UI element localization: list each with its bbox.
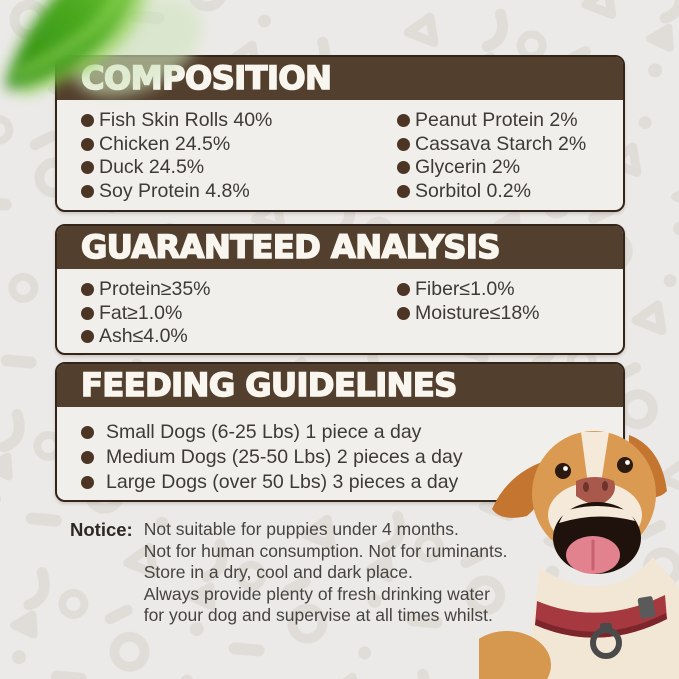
notice-line-text: Not for human consumption. Not for rumin… bbox=[143, 540, 508, 561]
notice-text: Not suitable for puppies under 4 months.… bbox=[144, 519, 508, 627]
analysis-list-right: Fiber≤1.0% Moisture≤18% bbox=[397, 278, 609, 349]
notice-line-text: Store in a dry, cool and dark place. bbox=[143, 562, 413, 582]
composition-card: COMPOSITION Fish Skin Rolls 40% Chicken 2… bbox=[55, 55, 625, 212]
item-text: Large Dogs (over 50 Lbs) 3 pieces a day bbox=[106, 471, 459, 493]
bullet-icon bbox=[81, 184, 94, 198]
item-text: Fat≥1.0% bbox=[99, 301, 183, 324]
analysis-item: Protein≥35% bbox=[81, 278, 397, 302]
feeding-guidelines-card: FEEDING GUIDELINES Small Dogs (6-25 Lbs)… bbox=[55, 362, 625, 502]
guaranteed-analysis-title: GUARANTEED ANALYSIS bbox=[80, 227, 501, 266]
bullet-icon bbox=[81, 306, 94, 320]
item-text: Glycerin 2% bbox=[415, 156, 521, 179]
composition-header: COMPOSITION bbox=[57, 57, 623, 100]
notice-line-text: Always provide plenty of fresh drinking … bbox=[143, 583, 490, 604]
notice-line: Store in a dry, cool and dark place. bbox=[144, 562, 508, 584]
item-text: Moisture≤18% bbox=[415, 301, 540, 324]
feeding-guidelines-title: FEEDING GUIDELINES bbox=[80, 365, 458, 404]
item-text: Medium Dogs (25-50 Lbs) 2 pieces a day bbox=[106, 446, 463, 468]
analysis-item: Fiber≤1.0% bbox=[397, 278, 609, 302]
bullet-icon bbox=[81, 451, 94, 464]
ingredient-item: Sorbitol 0.2% bbox=[397, 180, 609, 204]
notice-block: Notice: Not suitable for puppies under 4… bbox=[70, 519, 550, 627]
ingredient-item: Glycerin 2% bbox=[397, 156, 609, 180]
bullet-icon bbox=[81, 330, 94, 344]
item-text: Ash≤4.0% bbox=[99, 325, 188, 348]
item-text: Fish Skin Rolls 40% bbox=[99, 109, 273, 132]
item-text: Protein≥35% bbox=[99, 278, 211, 301]
bullet-icon bbox=[397, 161, 410, 175]
notice-line-text: for your dog and supervise at all times … bbox=[143, 605, 493, 625]
item-text: Duck 24.5% bbox=[99, 156, 205, 179]
item-text: Peanut Protein 2% bbox=[415, 109, 578, 132]
feeding-item: Medium Dogs (25-50 Lbs) 2 pieces a day bbox=[81, 445, 609, 470]
ingredient-item: Chicken 24.5% bbox=[81, 133, 397, 157]
feeding-item: Small Dogs (6-25 Lbs) 1 piece a day bbox=[81, 420, 609, 445]
item-text: Chicken 24.5% bbox=[99, 132, 231, 155]
bullet-icon bbox=[81, 283, 94, 297]
notice-line: Always provide plenty of fresh drinking … bbox=[144, 584, 508, 606]
bullet-icon bbox=[397, 137, 410, 151]
notice-line: for your dog and supervise at all times … bbox=[144, 605, 508, 627]
feeding-guidelines-header: FEEDING GUIDELINES bbox=[57, 364, 623, 407]
notice-line-text: Not suitable for puppies under 4 months. bbox=[143, 519, 459, 539]
analysis-list-left: Protein≥35% Fat≥1.0% Ash≤4.0% bbox=[81, 278, 397, 349]
ingredient-item: Peanut Protein 2% bbox=[397, 109, 609, 133]
guaranteed-analysis-card: GUARANTEED ANALYSIS Protein≥35% Fat≥1.0% A… bbox=[55, 224, 625, 355]
feeding-item: Large Dogs (over 50 Lbs) 3 pieces a day bbox=[81, 470, 609, 495]
composition-list-right: Peanut Protein 2% Cassava Starch 2% Glycer… bbox=[397, 109, 609, 203]
notice-line: Not suitable for puppies under 4 months. bbox=[144, 519, 508, 541]
item-text: Soy Protein 4.8% bbox=[99, 179, 250, 202]
bullet-icon bbox=[397, 306, 410, 320]
analysis-item: Moisture≤18% bbox=[397, 302, 609, 326]
item-text: Fiber≤1.0% bbox=[415, 278, 515, 301]
composition-list-left: Fish Skin Rolls 40% Chicken 24.5% Duck 24.… bbox=[81, 109, 397, 203]
bullet-icon bbox=[397, 283, 410, 297]
feeding-list: Small Dogs (6-25 Lbs) 1 piece a day Mediu… bbox=[81, 420, 609, 495]
ingredient-item: Cassava Starch 2% bbox=[397, 133, 609, 157]
ingredient-item: Fish Skin Rolls 40% bbox=[81, 109, 397, 133]
bullet-icon bbox=[397, 114, 410, 128]
notice-line: Not for human consumption. Not for rumin… bbox=[144, 541, 508, 563]
bullet-icon bbox=[81, 114, 94, 128]
item-text: Cassava Starch 2% bbox=[415, 132, 587, 155]
item-text: Small Dogs (6-25 Lbs) 1 piece a day bbox=[106, 421, 422, 443]
bullet-icon bbox=[81, 161, 94, 175]
bullet-icon bbox=[81, 137, 94, 151]
analysis-item: Fat≥1.0% bbox=[81, 302, 397, 326]
bullet-icon bbox=[81, 476, 94, 489]
analysis-item: Ash≤4.0% bbox=[81, 325, 397, 349]
dog-photo bbox=[479, 431, 679, 679]
guaranteed-analysis-header: GUARANTEED ANALYSIS bbox=[57, 226, 623, 269]
bullet-icon bbox=[397, 184, 410, 198]
item-text: Sorbitol 0.2% bbox=[415, 179, 531, 202]
bullet-icon bbox=[81, 426, 94, 439]
composition-title: COMPOSITION bbox=[80, 58, 332, 97]
ingredient-item: Soy Protein 4.8% bbox=[81, 180, 397, 204]
ingredient-item: Duck 24.5% bbox=[81, 156, 397, 180]
notice-label: Notice: bbox=[70, 519, 133, 540]
